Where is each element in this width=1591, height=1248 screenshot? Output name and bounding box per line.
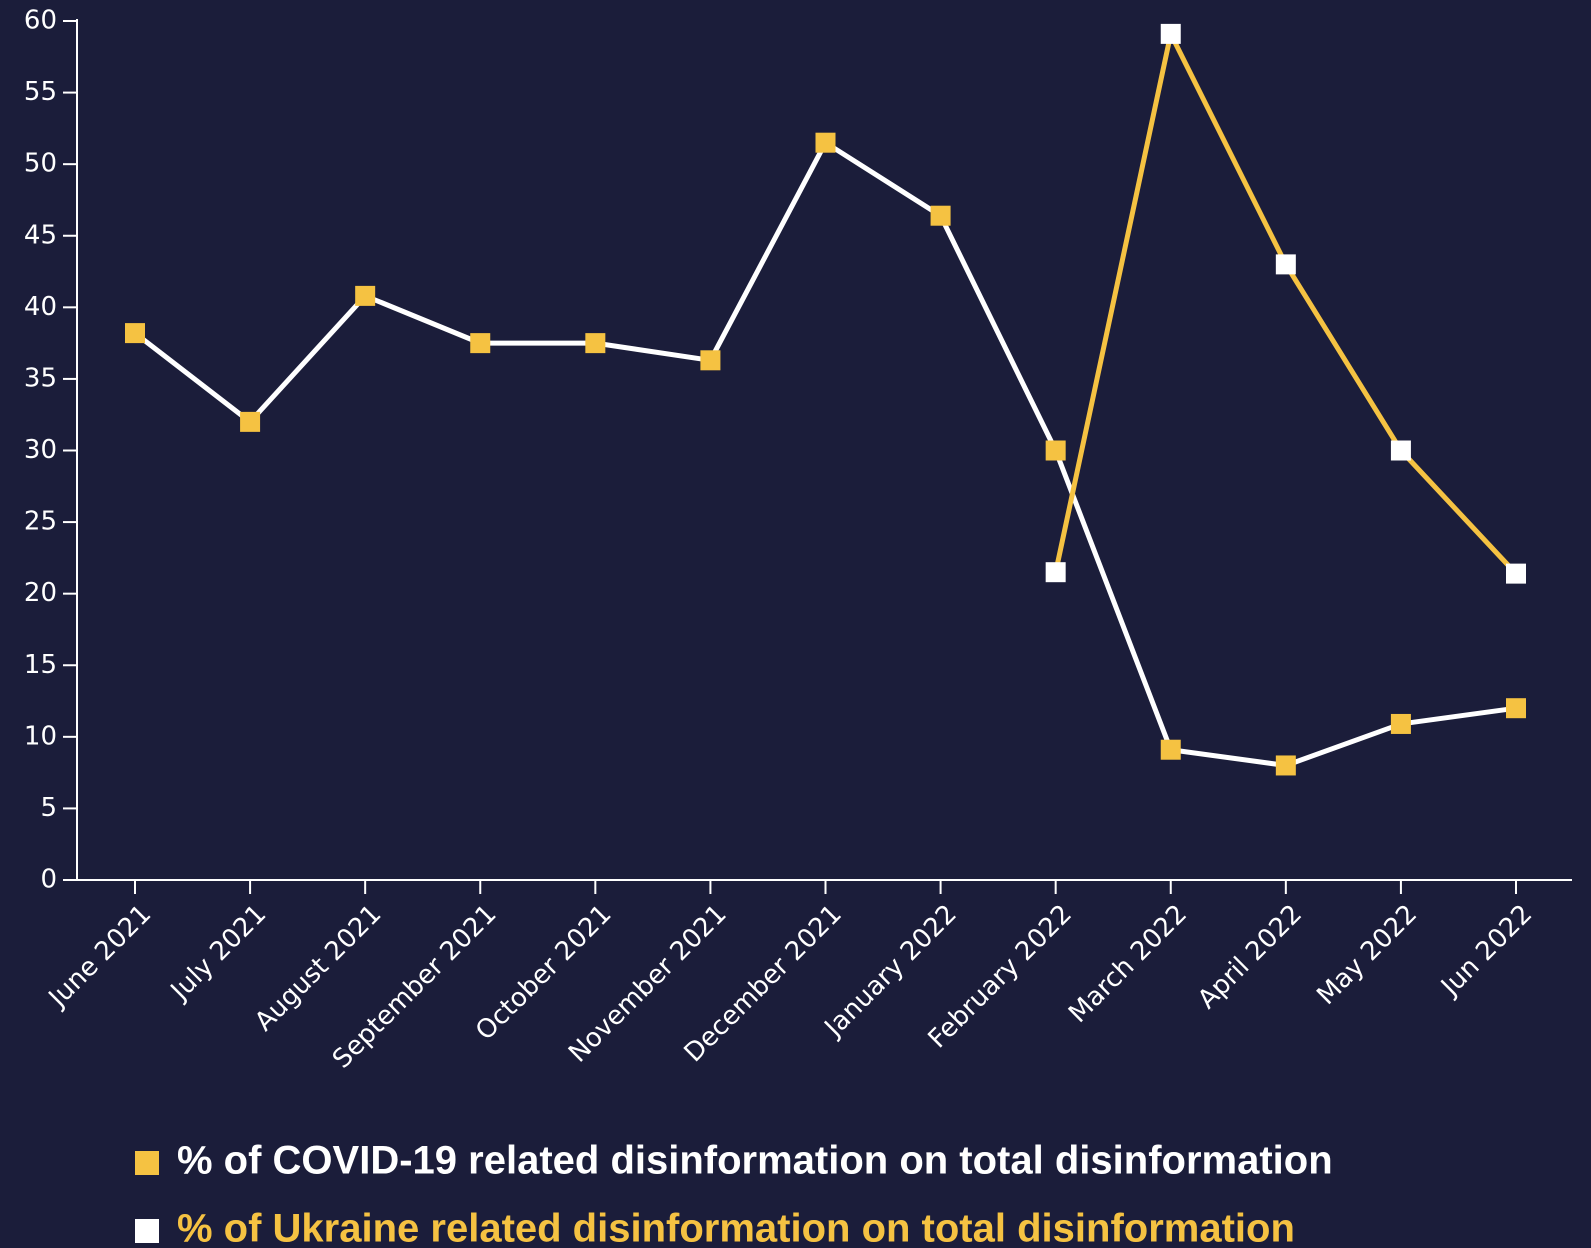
y-tick-label: 40 <box>24 292 57 322</box>
series-marker <box>1045 440 1066 461</box>
series-marker <box>470 333 491 354</box>
series-marker <box>700 350 721 371</box>
series-marker <box>1506 563 1526 584</box>
legend-label: % of COVID-19 related disinformation on … <box>177 1139 1333 1183</box>
series-marker <box>1275 254 1296 275</box>
series-marker <box>1160 739 1181 760</box>
y-tick-label: 25 <box>24 507 57 537</box>
series-marker <box>1390 713 1411 734</box>
y-tick-label: 45 <box>24 220 57 250</box>
y-tick-label: 10 <box>24 721 57 751</box>
series-marker <box>240 411 261 432</box>
series-marker <box>1045 562 1066 583</box>
y-tick-label: 30 <box>24 435 57 465</box>
y-tick-label: 5 <box>40 793 57 823</box>
legend-marker <box>135 1219 159 1243</box>
y-tick-label: 60 <box>24 6 57 36</box>
y-tick-label: 20 <box>24 578 57 608</box>
y-tick-label: 0 <box>40 865 57 895</box>
series-marker <box>1160 23 1181 44</box>
series-marker <box>930 205 951 226</box>
series-marker <box>355 285 376 306</box>
series-marker <box>585 333 606 354</box>
y-tick-label: 35 <box>24 363 57 393</box>
series-marker <box>1506 698 1526 719</box>
series-marker <box>1390 440 1411 461</box>
series-marker <box>1275 755 1296 776</box>
series-marker <box>815 132 836 153</box>
y-tick-label: 55 <box>24 77 57 107</box>
legend-label: % of Ukraine related disinformation on t… <box>177 1207 1295 1248</box>
series-marker <box>125 323 145 344</box>
legend-marker <box>135 1151 159 1175</box>
y-tick-label: 50 <box>24 149 57 179</box>
y-tick-label: 15 <box>24 650 57 680</box>
